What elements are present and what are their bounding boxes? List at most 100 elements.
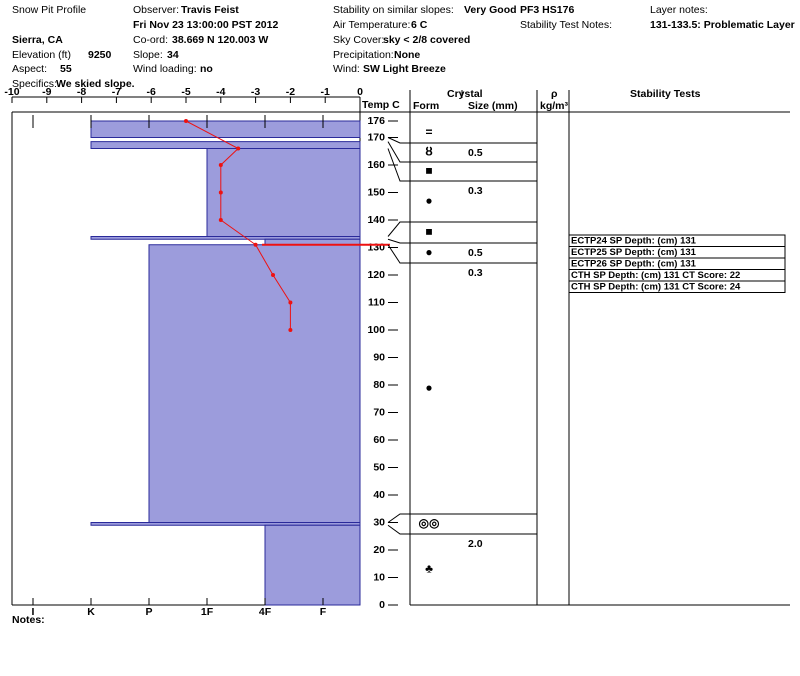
stability-label: Stability on similar slopes: <box>333 4 454 16</box>
y-tick-label: 50 <box>373 461 385 473</box>
crystal-form: ■ <box>425 164 432 178</box>
tests-header: Stability Tests <box>630 88 701 100</box>
hardness-label: F <box>320 606 327 618</box>
x-tick-label: -6 <box>147 86 156 98</box>
crystal-form: ● <box>425 381 432 395</box>
stability: Very Good <box>464 4 517 16</box>
test-notes-label: Stability Test Notes: <box>520 19 612 31</box>
hardness-label: 1F <box>201 606 214 618</box>
aspect: 55 <box>60 63 72 75</box>
layer-notes: 131-133.5: Problematic Layer <box>650 19 795 31</box>
specifics-label: Specifics: <box>12 78 57 90</box>
y-tick-label: 110 <box>368 296 385 308</box>
elevation-label: Elevation (ft) <box>12 49 71 61</box>
y-tick-label: 80 <box>373 379 385 391</box>
hardness-label: I <box>32 606 35 618</box>
y-tick-label: 120 <box>367 269 385 281</box>
precip: None <box>394 49 420 61</box>
wind: SW Light Breeze <box>363 63 446 75</box>
sky-label: Sky Cover: <box>333 34 384 46</box>
y-tick-label: 10 <box>373 571 385 583</box>
x-tick-label: -7 <box>112 86 121 98</box>
slope: 34 <box>167 49 179 61</box>
stability-test: CTH SP Depth: (cm) 131 CT Score: 24 <box>571 282 741 293</box>
x-tick-label: -10 <box>4 86 19 98</box>
stability-test: ECTP24 SP Depth: (cm) 131 <box>571 236 697 247</box>
x-tick-label: -5 <box>181 86 190 98</box>
temperature-point <box>288 328 293 332</box>
y-tick-label: 140 <box>367 214 385 226</box>
y-tick-label: 176 <box>367 115 385 127</box>
sky: sky < 2/8 covered <box>383 34 470 46</box>
hardness-layer <box>206 148 361 237</box>
y-tick-label: 100 <box>367 324 385 336</box>
y-tick-label: 150 <box>367 186 385 198</box>
y-tick-label: 20 <box>373 544 385 556</box>
y-tick-label: 60 <box>373 434 385 446</box>
layer-notes-label: Layer notes: <box>650 4 708 16</box>
precip-label: Precipitation: <box>333 49 394 61</box>
crystal-form: ● <box>425 245 432 259</box>
temperature-point <box>236 146 241 151</box>
y-tick-label: 40 <box>373 489 385 501</box>
layer-connector <box>387 137 410 144</box>
notes-label: Notes: <box>12 614 45 626</box>
crystal-size: 0.5 <box>468 147 483 159</box>
elevation: 9250 <box>88 49 112 61</box>
hardness-layer <box>90 522 361 526</box>
density-header: ρ <box>551 88 558 100</box>
x-tick-label: -9 <box>42 86 51 98</box>
air-temp: 6 C <box>411 19 428 31</box>
y-tick-label: 70 <box>373 406 385 418</box>
crystal-header: Crystal <box>447 88 483 100</box>
hardness-layer <box>90 141 361 149</box>
temperature-point <box>218 163 223 167</box>
layer-connector <box>387 524 410 535</box>
hardness-layer <box>90 236 361 240</box>
test-box <box>568 280 786 293</box>
crystal-size: 2.0 <box>468 538 483 550</box>
hardness-label: K <box>87 606 95 618</box>
x-tick-label: -4 <box>216 86 225 98</box>
specifics: We skied slope. <box>56 78 135 90</box>
y-tick-label: 160 <box>367 159 385 171</box>
stability-test: ECTP26 SP Depth: (cm) 131 <box>571 259 697 270</box>
temperature-point <box>218 190 223 195</box>
crystal-form: ♣ <box>425 562 433 576</box>
layer-connector <box>387 513 410 523</box>
crystal-size: 0.3 <box>468 267 483 279</box>
y-tick-label: 130 <box>367 241 385 253</box>
coord-label: Co-ord: <box>133 34 168 46</box>
date: Fri Nov 23 13:00:00 PST 2012 <box>133 19 278 31</box>
y-tick-label: 170 <box>367 131 385 143</box>
x-tick-label: -1 <box>321 86 330 98</box>
observer-label: Observer: <box>133 4 179 16</box>
hardness-layer <box>90 120 361 138</box>
location: Sierra, CA <box>12 34 63 46</box>
crystal-form: ◎◎ <box>419 516 440 530</box>
x-tick-label: -8 <box>77 86 86 98</box>
crystal-form: = <box>425 125 432 139</box>
stability-test: ECTP25 SP Depth: (cm) 131 <box>571 247 697 258</box>
layer-connector <box>387 244 410 264</box>
hardness-layer <box>264 524 361 606</box>
layer-connector <box>387 238 410 244</box>
crystal-size: 0.3 <box>468 185 483 197</box>
crystal-size: 0.5 <box>468 247 483 259</box>
temperature-point <box>184 119 188 123</box>
crystal-form: ȣ <box>425 145 433 159</box>
layer-connector <box>387 148 410 182</box>
x-tick-label: -3 <box>251 86 260 98</box>
temperature-point <box>271 273 275 277</box>
aspect-label: Aspect: <box>12 63 47 75</box>
layer-connector <box>387 141 410 163</box>
hardness-label: 4F <box>259 606 272 618</box>
wind-loading-label: Wind loading: <box>133 63 197 75</box>
temperature-point <box>218 218 223 222</box>
wind-loading: no <box>200 63 213 75</box>
air-temp-label: Air Temperature: <box>333 19 410 31</box>
hardness-layer <box>148 244 361 523</box>
layer-connector <box>387 221 410 237</box>
x-axis-label: Temp C <box>362 99 400 111</box>
